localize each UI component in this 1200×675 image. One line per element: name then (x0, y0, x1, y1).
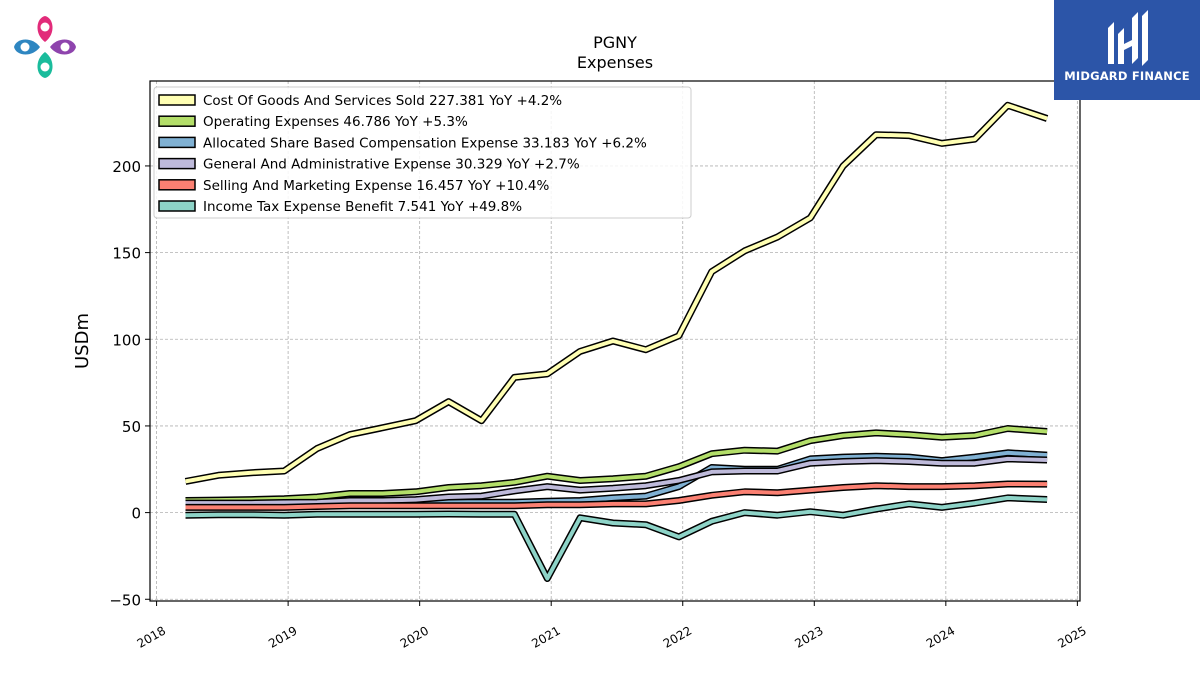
series-line-selling-and-marketing-expense (185, 482, 1048, 510)
x-tick-label: 2020 (398, 623, 431, 650)
chart-title: PGNY (593, 33, 637, 52)
y-axis: −50 0 50 100 150 200 (109, 158, 150, 609)
legend-swatch-allocated-share-based-compensation-expense (158, 136, 196, 149)
legend-label-selling-and-marketing-expense: Selling And Marketing Expense 16.457 YoY… (203, 178, 549, 194)
y-axis-label: USDm (72, 313, 93, 369)
series-line-cost-of-goods-and-services-sold (185, 103, 1048, 484)
legend-label-general-and-administrative-expense: General And Administrative Expense 30.32… (203, 157, 580, 173)
x-axis: 2018 2019 2020 2021 2022 2023 2024 2025 (135, 601, 1089, 651)
series-lines (184, 101, 1049, 582)
chart-subtitle: Expenses (577, 53, 653, 72)
x-tick-label: 2023 (792, 623, 825, 650)
legend-label-allocated-share-based-compensation-expense: Allocated Share Based Compensation Expen… (203, 135, 647, 151)
y-tick-label: 0 (131, 505, 141, 523)
plot-frame (149, 80, 1081, 602)
brand-name: MIDGARD FINANCE (1064, 69, 1190, 83)
series-line-income-tax-expense-benefit (185, 495, 1048, 581)
four-petal-logo-icon (10, 12, 80, 82)
legend-label-income-tax-expense-benefit: Income Tax Expense Benefit 7.541 YoY +49… (203, 199, 522, 215)
legend-swatch-general-and-administrative-expense (158, 157, 196, 170)
y-tick-label: 100 (112, 331, 141, 349)
x-tick-label: 2021 (529, 623, 562, 650)
legend: Cost Of Goods And Services Sold 227.381 … (153, 86, 692, 219)
x-tick-label: 2025 (1055, 623, 1088, 650)
midgard-monogram-icon (1102, 8, 1152, 68)
brand-logo: MIDGARD FINANCE (1054, 0, 1200, 100)
legend-box (153, 86, 692, 219)
y-tick-label: 150 (112, 245, 141, 263)
legend-swatch-cost-of-goods-and-services-sold (158, 94, 196, 106)
legend-label-cost-of-goods-and-services-sold: Cost Of Goods And Services Sold 227.381 … (203, 93, 562, 109)
y-tick-label: −50 (109, 591, 141, 609)
legend-swatch-income-tax-expense-benefit (158, 200, 196, 212)
x-tick-label: 2019 (266, 623, 299, 650)
y-tick-label: 200 (112, 158, 141, 176)
x-tick-label: 2018 (135, 623, 168, 650)
series-line-operating-expenses (185, 426, 1048, 503)
series-line-general-and-administrative-expense (185, 456, 1048, 506)
x-tick-label: 2022 (661, 623, 694, 650)
x-tick-label: 2024 (924, 623, 957, 650)
legend-label-operating-expenses: Operating Expenses 46.786 YoY +5.3% (203, 114, 468, 130)
legend-swatch-operating-expenses (158, 115, 196, 127)
y-tick-label: 50 (122, 418, 141, 436)
legend-swatch-selling-and-marketing-expense (158, 179, 196, 191)
